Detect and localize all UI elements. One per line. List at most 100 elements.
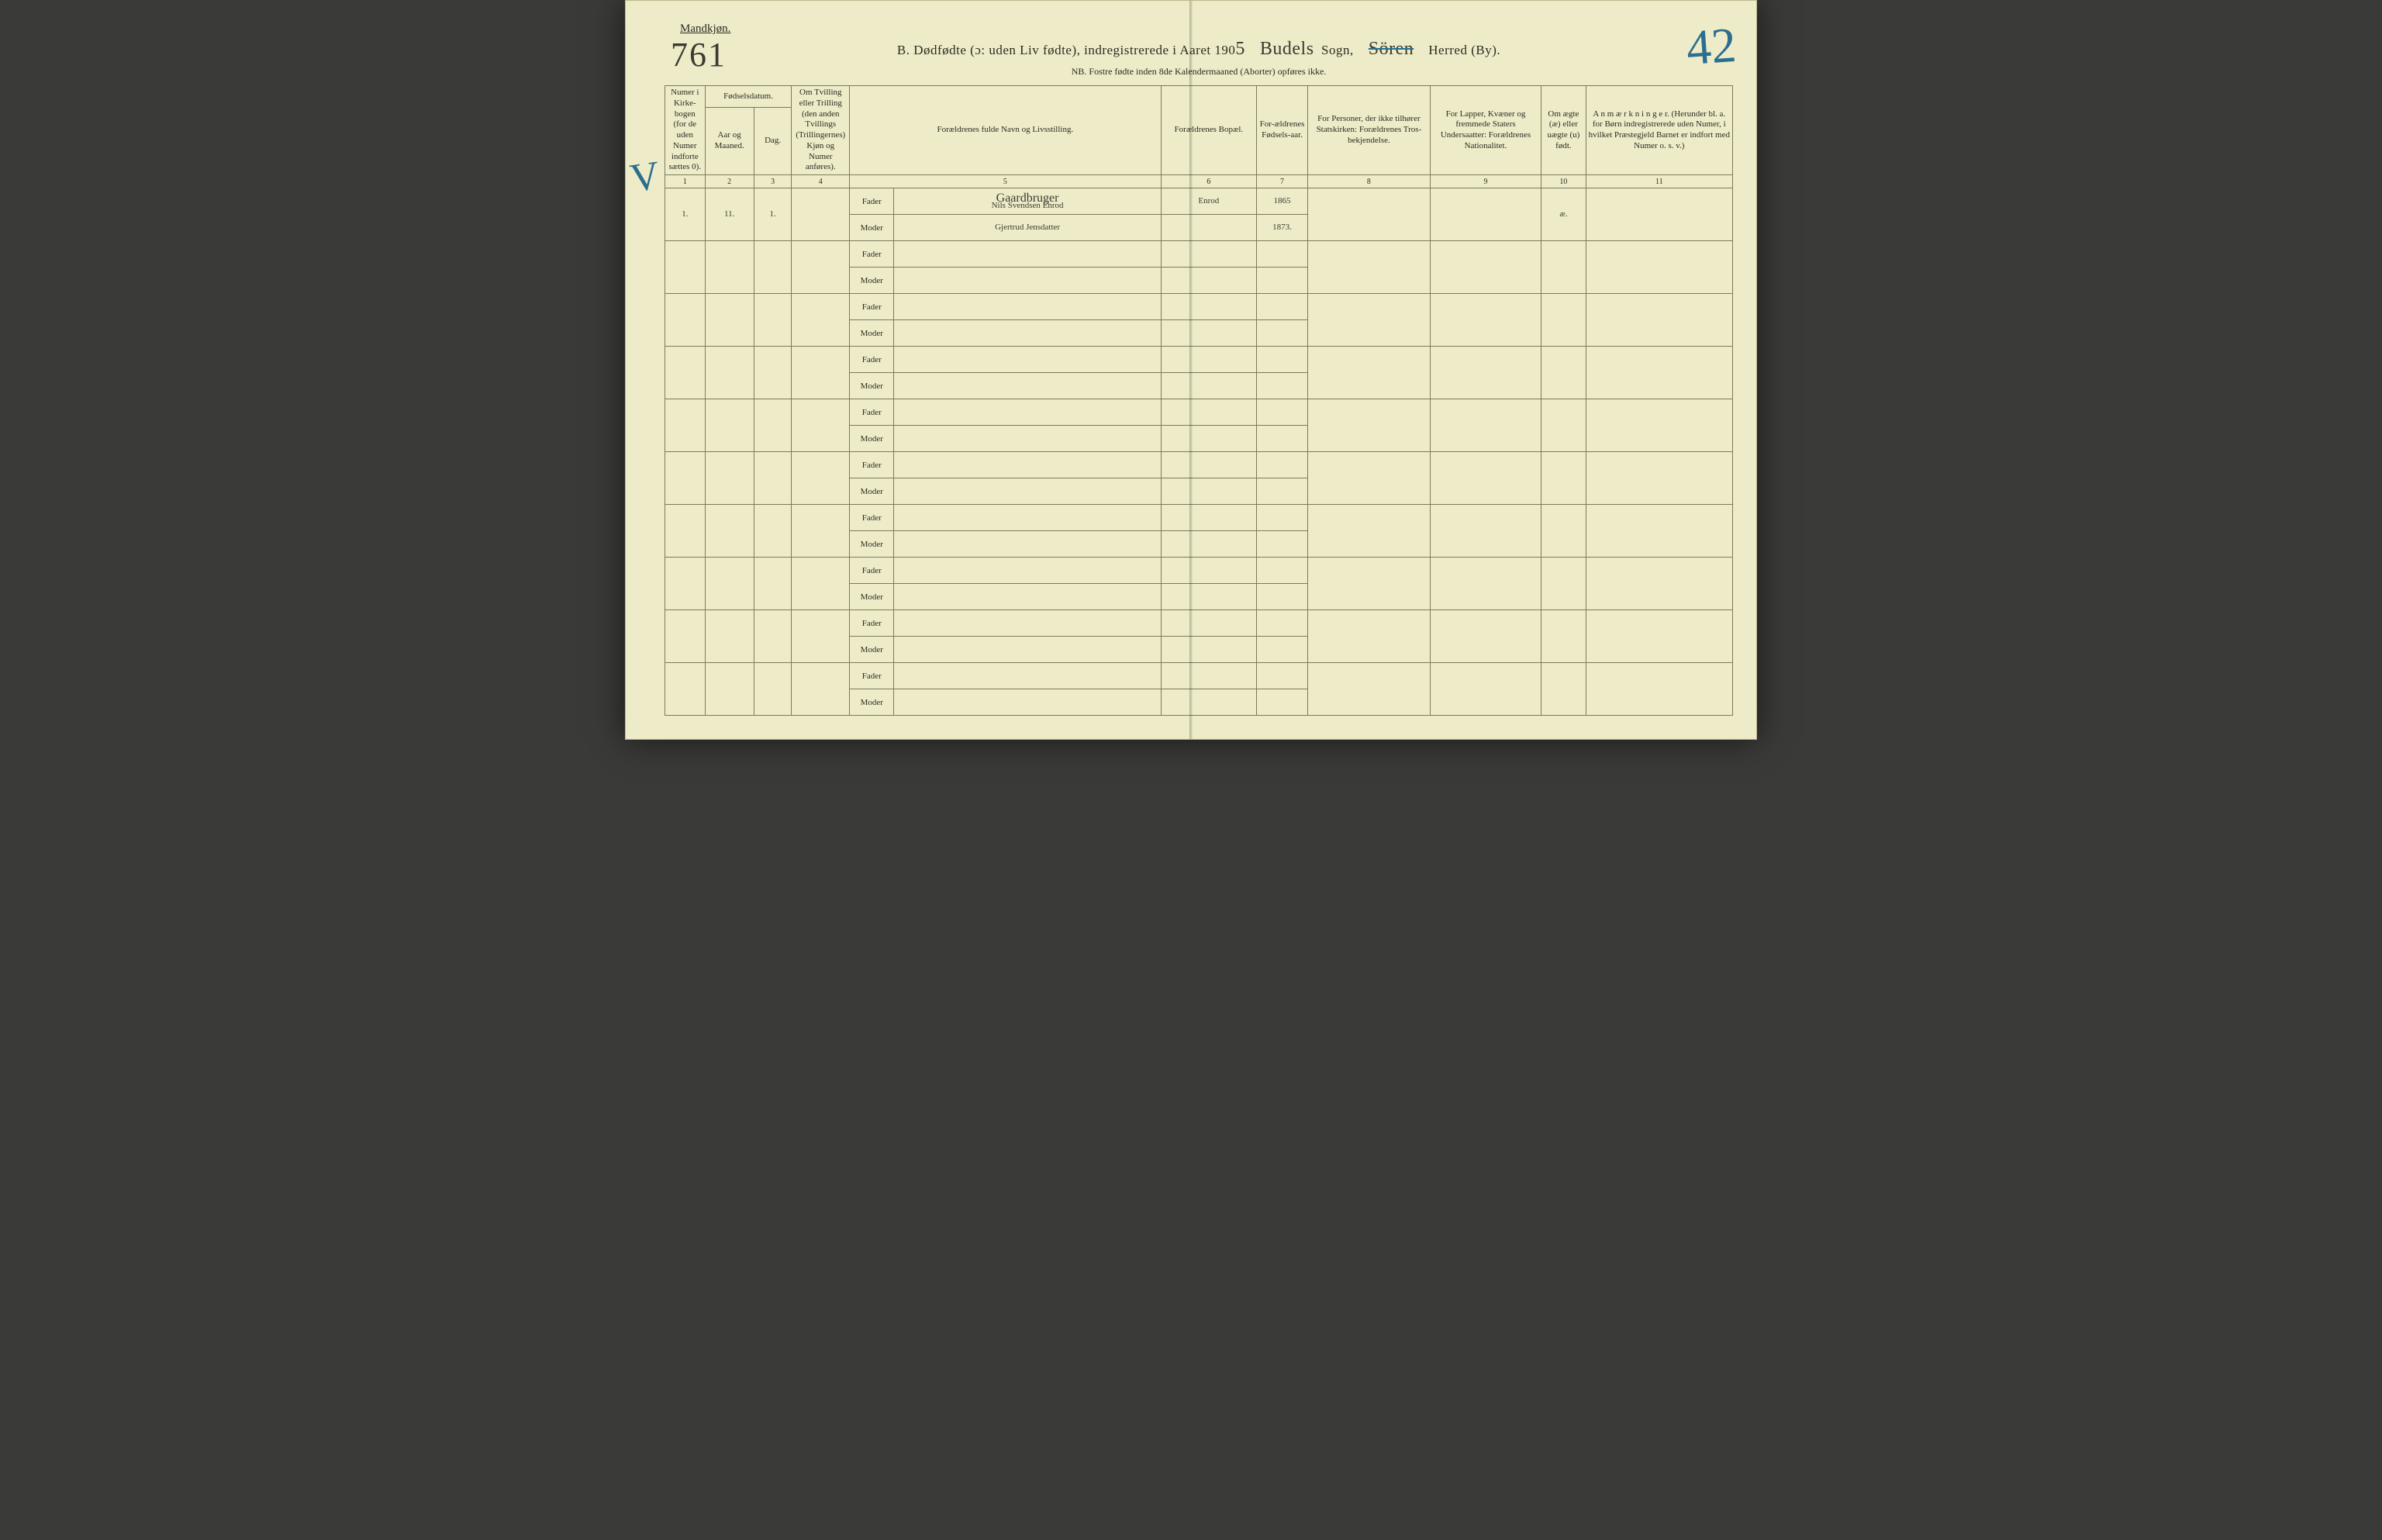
col-11-header: A n m æ r k n i n g e r. (Herunder bl. a… [1586, 86, 1732, 175]
blank-bopel [1161, 452, 1256, 478]
colnum: 7 [1257, 175, 1308, 188]
blank-aegte [1541, 558, 1586, 610]
entry-nat [1430, 188, 1541, 241]
fader-label: Fader [850, 188, 894, 215]
fader-label: Fader [850, 610, 894, 637]
blank-month [705, 294, 754, 347]
blank-aegte [1541, 610, 1586, 663]
blank-bopel [1161, 241, 1256, 268]
blank-month [705, 505, 754, 558]
blank-moder-year [1257, 478, 1308, 505]
blank-bopel [1161, 347, 1256, 373]
blank-day [754, 241, 792, 294]
blank-month [705, 399, 754, 452]
blank-fader-year [1257, 452, 1308, 478]
blank-nat [1430, 347, 1541, 399]
sogn-suffix: Sogn, [1321, 43, 1354, 57]
blank-twin [792, 558, 850, 610]
blank-month [705, 558, 754, 610]
table-head: Numer i Kirke-bogen (for de uden Numer i… [665, 86, 1733, 188]
blank-fader-year [1257, 347, 1308, 373]
blank-tros [1308, 610, 1431, 663]
fader-name: Gaardbruger Nils Svendsen Enrod [894, 188, 1161, 215]
blank-tros [1308, 558, 1431, 610]
gender-label: Mandkjøn. [680, 22, 1733, 36]
blank-nat [1430, 663, 1541, 716]
col-9-header: For Lapper, Kvæner og fremmede Staters U… [1430, 86, 1541, 175]
blank-twin [792, 452, 850, 505]
blank-month [705, 241, 754, 294]
blank-day [754, 558, 792, 610]
blank-remarks [1586, 294, 1732, 347]
entry-month: 11. [705, 188, 754, 241]
col-5-header: Forældrenes fulde Navn og Livsstilling. [850, 86, 1162, 175]
blank-twin [792, 399, 850, 452]
blank-day [754, 610, 792, 663]
blank-tros [1308, 399, 1431, 452]
moder-label: Moder [850, 584, 894, 610]
blank-aegte [1541, 241, 1586, 294]
moder-label: Moder [850, 478, 894, 505]
blank-day [754, 505, 792, 558]
blank-num [665, 610, 706, 663]
blank-twin [792, 610, 850, 663]
blank-moder-name [894, 373, 1161, 399]
blank-twin [792, 241, 850, 294]
blank-remarks [1586, 452, 1732, 505]
year-digit: 5 [1235, 39, 1245, 59]
entry-aegte: æ. [1541, 188, 1586, 241]
moder-bopel [1161, 215, 1256, 241]
blank-fader-name [894, 347, 1161, 373]
entry-day: 1. [754, 188, 792, 241]
moder-label: Moder [850, 373, 894, 399]
blank-moder-bopel [1161, 689, 1256, 716]
blank-remarks [1586, 241, 1732, 294]
blank-aegte [1541, 294, 1586, 347]
colnum: 1 [665, 175, 706, 188]
colnum: 2 [705, 175, 754, 188]
blank-aegte [1541, 347, 1586, 399]
book-spine [1189, 1, 1193, 739]
colnum: 8 [1308, 175, 1431, 188]
page-number-left: 761 [671, 35, 727, 74]
blank-num [665, 399, 706, 452]
colnum: 10 [1541, 175, 1586, 188]
blank-moder-year [1257, 320, 1308, 347]
blank-row-fader: Fader [665, 663, 1733, 689]
blank-moder-bopel [1161, 373, 1256, 399]
col-8-header: For Personer, der ikke tilhører Statskir… [1308, 86, 1431, 175]
moder-label: Moder [850, 268, 894, 294]
blank-moder-name [894, 478, 1161, 505]
blank-moder-bopel [1161, 268, 1256, 294]
fader-label: Fader [850, 505, 894, 531]
blank-day [754, 294, 792, 347]
blank-fader-name [894, 610, 1161, 637]
blank-moder-bopel [1161, 320, 1256, 347]
blank-row-fader: Fader [665, 610, 1733, 637]
blank-month [705, 663, 754, 716]
herred-suffix: Herred (By). [1428, 43, 1500, 57]
entry-twin [792, 188, 850, 241]
blank-tros [1308, 347, 1431, 399]
moder-label: Moder [850, 531, 894, 558]
blank-row-fader: Fader [665, 294, 1733, 320]
blank-fader-name [894, 294, 1161, 320]
blank-moder-name [894, 689, 1161, 716]
blank-nat [1430, 241, 1541, 294]
blank-num [665, 505, 706, 558]
moder-label: Moder [850, 689, 894, 716]
blank-aegte [1541, 663, 1586, 716]
fader-year: 1865 [1257, 188, 1308, 215]
colnum: 11 [1586, 175, 1732, 188]
blank-moder-year [1257, 637, 1308, 663]
blank-num [665, 558, 706, 610]
entry-bopel: Enrod [1161, 188, 1256, 215]
fader-label: Fader [850, 663, 894, 689]
col-2-header: Fødselsdatum. [705, 86, 792, 108]
blank-aegte [1541, 399, 1586, 452]
blank-bopel [1161, 663, 1256, 689]
page-header: Mandkjøn. 761 42 B. Dødfødte (ɔ: uden Li… [665, 22, 1733, 78]
blank-remarks [1586, 399, 1732, 452]
blank-day [754, 347, 792, 399]
blank-fader-name [894, 558, 1161, 584]
